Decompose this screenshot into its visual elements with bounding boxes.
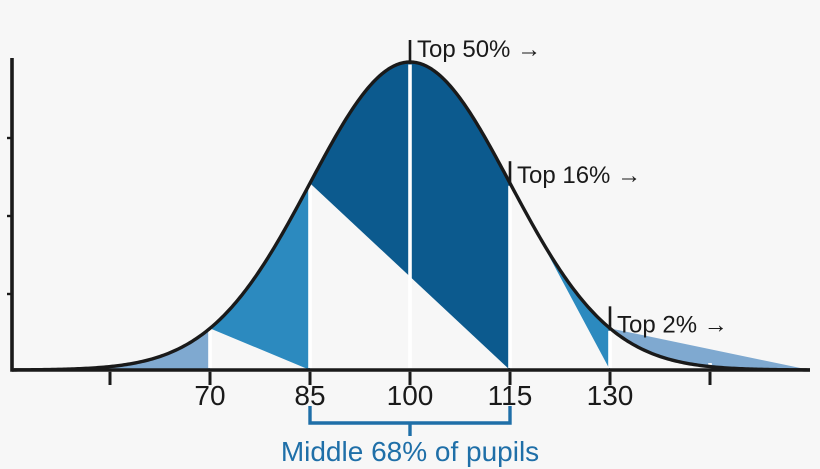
curve-segment-left-tail-below-70 — [14, 328, 210, 370]
x-tick-label-85: 85 — [294, 380, 325, 411]
x-tick-label-130: 130 — [587, 380, 634, 411]
middle-68-bracket — [308, 406, 512, 436]
x-tick-label-115: 115 — [488, 380, 533, 411]
annotation-label-100: Top 50% → — [417, 36, 541, 63]
curve-segment-right-tail-above-130 — [610, 328, 810, 370]
annotation-label-115: Top 16% → — [517, 162, 641, 189]
bell-curve-outline — [13, 60, 811, 372]
annotation-label-130: Top 2% → — [617, 311, 728, 338]
x-tick-label-100: 100 — [387, 380, 434, 411]
bracket-label: Middle 68% of pupils — [281, 436, 539, 467]
x-tick-label-70: 70 — [194, 380, 225, 411]
